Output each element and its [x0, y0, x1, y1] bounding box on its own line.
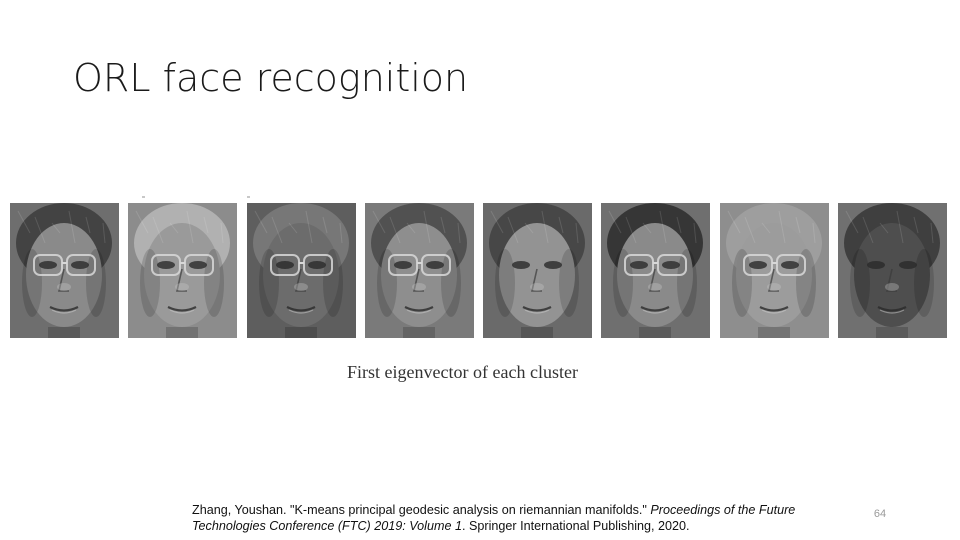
eigenface-cluster-5-image — [483, 203, 592, 338]
citation-authors-title: Zhang, Youshan. "K-means principal geode… — [192, 503, 651, 517]
eigenface-cluster-6 — [601, 203, 710, 338]
eigenface-strip — [10, 203, 947, 338]
eigenface-cluster-2-image — [128, 203, 237, 338]
image-artifact — [247, 196, 250, 198]
figure-caption: First eigenvector of each cluster — [347, 362, 578, 382]
page-number: 64 — [873, 508, 887, 520]
eigenface-cluster-8 — [838, 203, 947, 338]
citation: Zhang, Youshan. "K-means principal geode… — [192, 502, 842, 534]
eigenface-cluster-2 — [128, 203, 237, 338]
eigenface-cluster-5 — [483, 203, 592, 338]
eigenface-cluster-3 — [247, 203, 356, 338]
eigenface-cluster-7 — [720, 203, 829, 338]
eigenface-cluster-1-image — [10, 203, 119, 338]
eigenface-cluster-4-image — [365, 203, 474, 338]
eigenface-cluster-4 — [365, 203, 474, 338]
citation-publisher: . Springer International Publishing, 202… — [461, 519, 690, 533]
eigenface-cluster-6-image — [601, 203, 710, 338]
image-artifact — [142, 196, 145, 198]
citation-venue: Proceedings of the Future Technologies C… — [192, 503, 796, 533]
eigenface-cluster-1 — [10, 203, 119, 338]
eigenface-cluster-8-image — [838, 203, 947, 338]
eigenface-cluster-3-image — [247, 203, 356, 338]
eigenface-cluster-7-image — [720, 203, 829, 338]
slide-title: ORL face recognition — [73, 56, 469, 100]
